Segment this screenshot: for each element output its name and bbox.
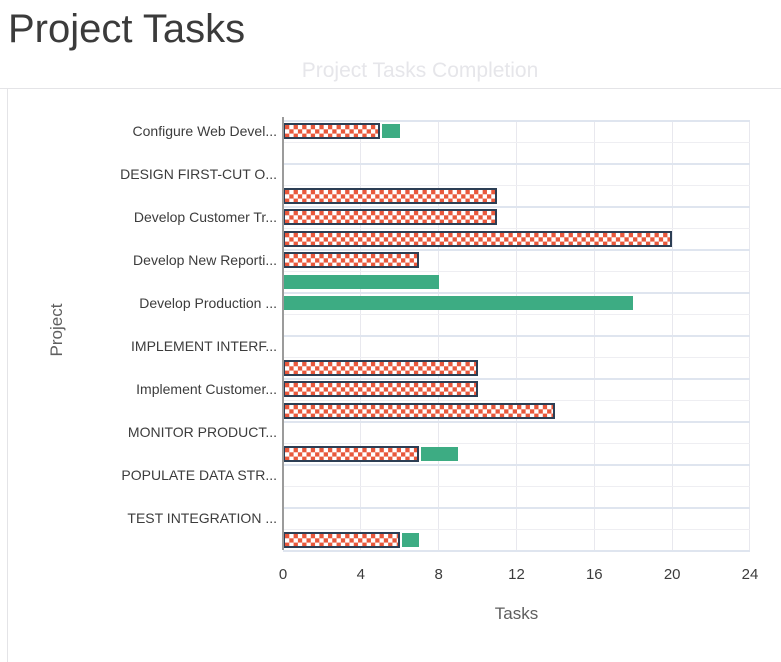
- horizontal-gridline: [283, 335, 750, 337]
- horizontal-gridline: [283, 378, 750, 380]
- bar-solid-row-16[interactable]: [421, 446, 459, 461]
- bar-checkered-row-1[interactable]: [283, 123, 381, 140]
- y-tick-label: MONITOR PRODUCT...: [127, 423, 277, 440]
- y-tick-label: DESIGN FIRST-CUT O...: [120, 165, 277, 182]
- horizontal-gridline: [283, 550, 750, 552]
- bar-checkered-row-13[interactable]: [283, 381, 478, 398]
- x-tick-label: 0: [278, 566, 288, 583]
- chart-title: Project Tasks Completion: [301, 59, 539, 82]
- horizontal-gridline: [283, 163, 750, 165]
- horizontal-gridline: [283, 184, 750, 186]
- y-tick-label: IMPLEMENT INTERF...: [131, 337, 277, 354]
- bar-solid-row-20[interactable]: [401, 532, 420, 547]
- bar-checkered-row-14[interactable]: [283, 402, 556, 419]
- bar-checkered-row-20[interactable]: [283, 531, 400, 548]
- page-title: Project Tasks: [8, 7, 246, 51]
- bar-solid-row-1[interactable]: [382, 124, 400, 139]
- y-tick-label: POPULATE DATA STR...: [121, 466, 277, 483]
- horizontal-gridline: [283, 292, 750, 294]
- y-tick-label: Develop New Reporti...: [133, 251, 277, 268]
- horizontal-gridline: [283, 464, 750, 466]
- y-tick-label: Implement Customer...: [136, 380, 277, 397]
- y-tick-label: Develop Customer Tr...: [133, 208, 277, 225]
- horizontal-gridline: [283, 141, 750, 143]
- horizontal-gridline: [283, 249, 750, 251]
- y-tick-label: Configure Web Devel...: [132, 122, 277, 139]
- card-left-border: [7, 88, 8, 662]
- card-top-border: [0, 88, 781, 89]
- x-tick-label: 24: [741, 566, 759, 583]
- x-tick-label: 20: [663, 566, 681, 583]
- bar-checkered-row-6[interactable]: [283, 230, 673, 247]
- horizontal-gridline: [283, 421, 750, 423]
- y-tick-label: TEST INTEGRATION ...: [127, 509, 277, 526]
- x-tick-label: 16: [585, 566, 603, 583]
- bar-checkered-row-12[interactable]: [283, 359, 478, 376]
- horizontal-gridline: [283, 356, 750, 358]
- horizontal-gridline: [283, 507, 750, 509]
- x-tick-label: 8: [434, 566, 443, 583]
- horizontal-gridline: [283, 270, 750, 272]
- x-tick-label: 4: [356, 566, 365, 583]
- y-axis-title: Project: [47, 303, 66, 357]
- bar-checkered-row-4[interactable]: [283, 187, 498, 204]
- x-tick-label: 12: [508, 566, 525, 583]
- x-axis-title: Tasks: [494, 604, 539, 623]
- y-tick-label: Develop Production ...: [139, 294, 277, 311]
- horizontal-gridline: [283, 442, 750, 444]
- horizontal-gridline: [283, 227, 750, 229]
- bar-solid-row-9[interactable]: [283, 296, 634, 311]
- horizontal-gridline: [283, 120, 750, 122]
- y-axis-line: [282, 117, 284, 550]
- bar-checkered-row-7[interactable]: [283, 252, 420, 269]
- bar-checkered-row-5[interactable]: [283, 209, 498, 226]
- horizontal-gridline: [283, 528, 750, 530]
- horizontal-gridline: [283, 399, 750, 401]
- horizontal-gridline: [283, 206, 750, 208]
- bar-checkered-row-16[interactable]: [283, 445, 420, 462]
- bar-solid-row-8[interactable]: [283, 274, 439, 289]
- horizontal-gridline: [283, 313, 750, 315]
- horizontal-gridline: [283, 485, 750, 487]
